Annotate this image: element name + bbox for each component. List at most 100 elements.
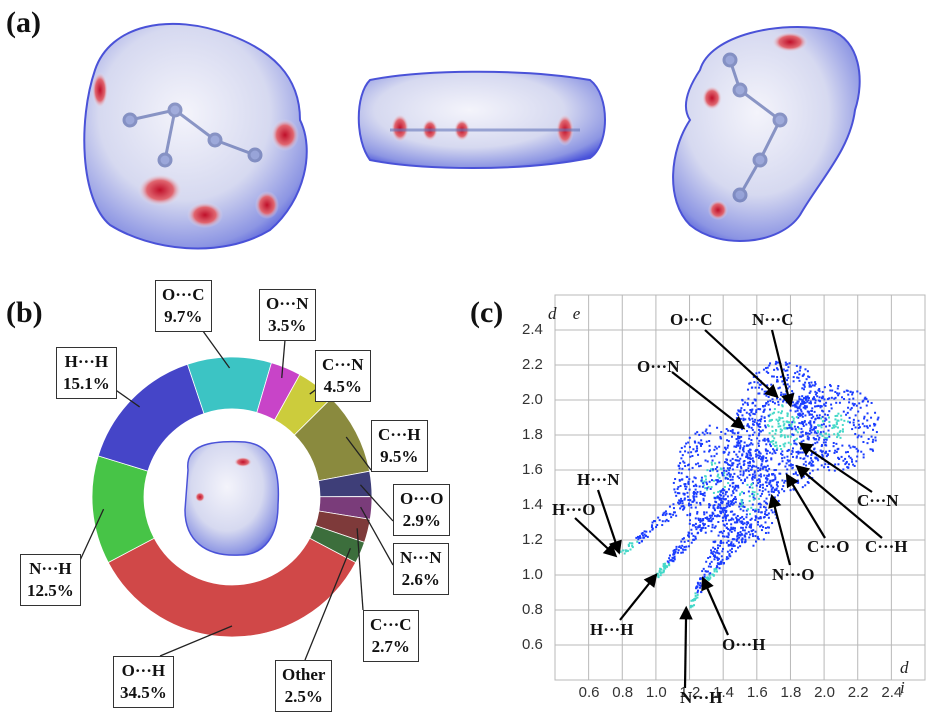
fp-point-966 — [874, 423, 877, 426]
fp-point-836 — [852, 424, 855, 427]
fp-point-1644 — [699, 490, 702, 493]
fp-point-1838 — [664, 565, 667, 568]
fp-point-1286 — [708, 440, 711, 443]
fp-point-117 — [794, 438, 797, 441]
fp-point-852 — [833, 433, 836, 436]
fp-point-738 — [791, 421, 794, 424]
fp-point-1905 — [693, 538, 696, 541]
fp-point-1453 — [751, 466, 754, 469]
fp-point-595 — [754, 386, 757, 389]
fp-point-1885 — [719, 507, 722, 510]
fp-point-2128 — [716, 562, 719, 565]
fp-point-2057 — [737, 541, 740, 544]
fp-point-1077 — [708, 449, 711, 452]
fp-point-1940 — [695, 587, 698, 590]
fp-point-2158 — [764, 506, 767, 509]
fp-point-1733 — [637, 538, 640, 541]
fp-point-1809 — [700, 528, 703, 531]
fp-point-129 — [800, 410, 803, 413]
fp-point-1914 — [723, 498, 726, 501]
fp-point-374 — [735, 417, 738, 420]
fp-point-8 — [773, 449, 776, 452]
fp-point-706 — [869, 448, 872, 451]
fp-point-586 — [778, 462, 781, 465]
fp-point-1292 — [680, 472, 683, 475]
fp-point-322 — [741, 398, 744, 401]
fp-point-1007 — [725, 522, 728, 525]
fp-point-1043 — [691, 454, 694, 457]
fp-point-1160 — [697, 453, 700, 456]
donut-leader-0 — [159, 625, 233, 657]
fp-point-1483 — [760, 524, 763, 527]
fp-point-1509 — [758, 497, 761, 500]
fp-point-302 — [780, 452, 783, 455]
fp-point-847 — [795, 443, 798, 446]
fp-point-402 — [760, 418, 763, 421]
fp-point-666 — [774, 432, 777, 435]
fp-point-714 — [810, 459, 813, 462]
fp-point-29 — [766, 474, 769, 477]
fp-point-779 — [825, 401, 828, 404]
fp-point-1433 — [728, 505, 731, 508]
x-tick-label: 1.6 — [746, 684, 768, 701]
fp-point-557 — [767, 403, 770, 406]
fp-point-1219 — [706, 432, 709, 435]
fp-point-816 — [843, 390, 846, 393]
fp-point-1705 — [651, 521, 654, 524]
fp-point-770 — [834, 390, 837, 393]
fp-point-116 — [748, 412, 751, 415]
fp-point-1944 — [716, 551, 719, 554]
fp-point-1989 — [694, 594, 697, 597]
fp-point-1269 — [736, 514, 739, 517]
fp-point-962 — [856, 436, 859, 439]
fp-point-1114 — [732, 499, 735, 502]
fp-point-498 — [768, 451, 771, 454]
fp-point-736 — [839, 429, 842, 432]
fp-point-275 — [814, 401, 817, 404]
fp-point-677 — [777, 420, 780, 423]
fp-point-812 — [817, 399, 820, 402]
fp-point-1718 — [663, 511, 666, 514]
fp-point-375 — [795, 437, 798, 440]
fp-point-1556 — [748, 461, 751, 464]
fp-point-327 — [814, 393, 817, 396]
fp-point-2127 — [718, 563, 721, 566]
fp-point-1505 — [760, 456, 763, 459]
fp-point-364 — [784, 377, 787, 380]
fp-point-987 — [827, 466, 830, 469]
fp-point-721 — [813, 447, 816, 450]
fp-point-1232 — [733, 497, 736, 500]
fp-point-387 — [782, 400, 785, 403]
fp-point-454 — [791, 455, 794, 458]
fp-point-1136 — [699, 519, 702, 522]
fp-point-296 — [799, 408, 802, 411]
fp-point-608 — [792, 419, 795, 422]
donut-slice-10 — [309, 524, 365, 564]
fp-point-943 — [877, 416, 880, 419]
fp-point-1881 — [719, 510, 722, 513]
fp-frame — [554, 294, 926, 681]
fp-point-1241 — [710, 468, 713, 471]
fp-point-365 — [766, 470, 769, 473]
fp-point-283 — [796, 370, 799, 373]
fp-point-1019 — [733, 445, 736, 448]
fp-point-927 — [854, 432, 857, 435]
fp-point-1745 — [731, 462, 734, 465]
y-tick-label: 2.2 — [522, 356, 543, 373]
fp-point-1061 — [705, 511, 708, 514]
fp-point-36 — [776, 368, 779, 371]
fp-point-313 — [779, 428, 782, 431]
fp-point-7 — [759, 425, 762, 428]
fp-point-1128 — [679, 485, 682, 488]
fp-point-992 — [794, 403, 797, 406]
fp-point-1381 — [733, 521, 736, 524]
fp-point-1563 — [738, 462, 741, 465]
fp-point-1147 — [696, 447, 699, 450]
fp-point-1849 — [669, 559, 672, 562]
fp-point-241 — [810, 462, 813, 465]
fp-point-1098 — [742, 492, 745, 495]
fp-point-1824 — [719, 504, 722, 507]
fp-point-1469 — [775, 488, 778, 491]
fp-point-1460 — [775, 487, 778, 490]
fp-point-260 — [802, 475, 805, 478]
